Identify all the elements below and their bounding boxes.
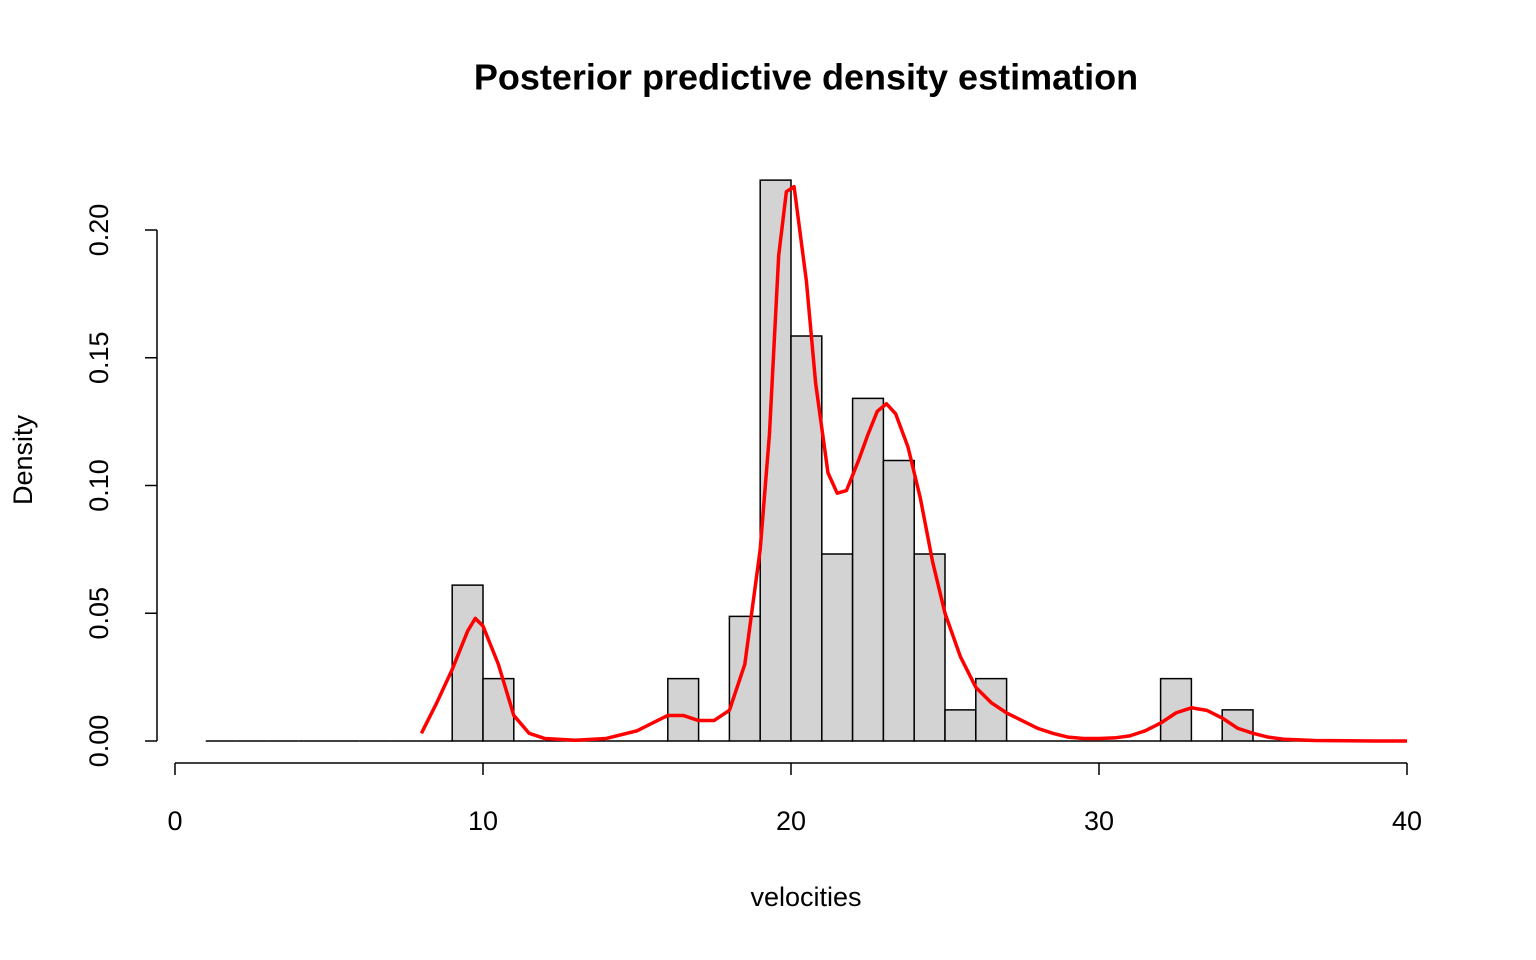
- histogram-bar: [913, 553, 946, 742]
- chart-title: Posterior predictive density estimation: [474, 57, 1138, 98]
- density-line: [419, 184, 1407, 743]
- histogram-bar: [759, 179, 792, 742]
- x-axis-label: velocities: [750, 882, 861, 912]
- histogram-bar: [944, 709, 977, 742]
- histogram-bar: [851, 397, 885, 742]
- y-axis-label: Density: [8, 414, 38, 505]
- histogram-bar: [728, 615, 761, 742]
- y-tick-label: 0.00: [84, 715, 114, 768]
- y-tick-label: 0.10: [84, 459, 114, 512]
- x-tick-label: 0: [167, 806, 182, 836]
- y-tick-label: 0.05: [84, 587, 114, 640]
- histogram-bar: [451, 584, 484, 742]
- histogram-bar: [1159, 677, 1193, 742]
- y-tick-label: 0.15: [84, 331, 114, 384]
- histogram-bar: [482, 677, 515, 742]
- x-tick-label: 40: [1392, 806, 1422, 836]
- histogram-bar: [790, 335, 823, 742]
- histogram-bar: [821, 553, 854, 742]
- histogram-bar: [1221, 709, 1254, 742]
- histogram-bar: [667, 677, 700, 742]
- y-tick-label: 0.20: [84, 204, 114, 257]
- x-tick-label: 30: [1084, 806, 1114, 836]
- x-tick-label: 20: [776, 806, 806, 836]
- histogram-bar: [882, 459, 915, 742]
- x-tick-label: 10: [468, 806, 498, 836]
